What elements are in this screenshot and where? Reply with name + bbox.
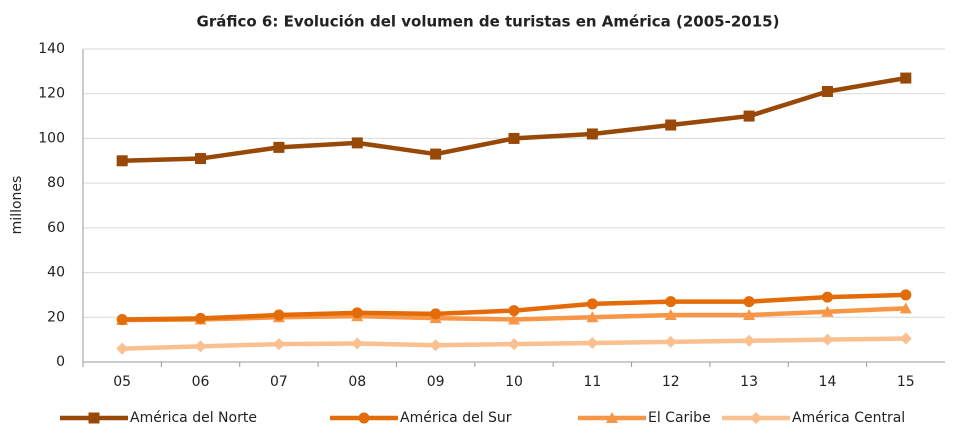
- point: [116, 155, 128, 167]
- point: [821, 305, 834, 317]
- point: [664, 335, 677, 348]
- x-tick-label: 10: [505, 374, 523, 390]
- legend-label: El Caribe: [648, 410, 711, 426]
- legend-marker: [750, 412, 762, 424]
- point: [743, 110, 755, 122]
- point: [821, 333, 834, 346]
- x-tick-label: 07: [270, 374, 288, 390]
- series-line: [122, 75, 907, 164]
- point: [664, 309, 677, 321]
- chart-title: Gráfico 6: Evolución del volumen de turi…: [197, 13, 780, 31]
- point: [586, 298, 598, 310]
- x-tick-label: 15: [897, 374, 915, 390]
- point: [743, 296, 755, 308]
- point: [665, 296, 677, 308]
- y-tick-label: 100: [38, 130, 65, 146]
- y-tick-label: 60: [47, 220, 65, 236]
- x-tick-label: 05: [113, 374, 131, 390]
- point: [116, 314, 128, 326]
- point: [273, 141, 285, 153]
- y-tick-label: 20: [47, 309, 65, 325]
- y-axis-label: millones: [9, 176, 25, 235]
- point: [821, 291, 833, 303]
- legend-label: América del Sur: [400, 410, 512, 426]
- x-tick-label: 08: [348, 374, 366, 390]
- point: [821, 85, 833, 97]
- point: [743, 334, 756, 347]
- x-tick-label: 11: [583, 374, 601, 390]
- y-tick-label: 40: [47, 265, 65, 281]
- legend-marker: [358, 412, 370, 424]
- x-tick-label: 09: [427, 374, 445, 390]
- y-tick-label: 140: [38, 41, 65, 57]
- x-tick-label: 12: [662, 374, 680, 390]
- point: [351, 307, 363, 319]
- point: [743, 309, 756, 321]
- point: [899, 332, 912, 345]
- legend-marker: [606, 412, 618, 423]
- x-tick-label: 13: [740, 374, 758, 390]
- point: [665, 119, 677, 131]
- point: [351, 137, 363, 149]
- point: [430, 148, 442, 160]
- point: [508, 305, 520, 317]
- point: [900, 72, 912, 84]
- point: [508, 132, 520, 144]
- point: [195, 153, 207, 165]
- point: [586, 336, 599, 349]
- point: [351, 337, 364, 350]
- point: [508, 313, 520, 325]
- y-tick-label: 120: [38, 86, 65, 102]
- point: [508, 338, 520, 351]
- x-tick-label: 14: [819, 374, 837, 390]
- point: [900, 289, 912, 301]
- point: [272, 338, 285, 351]
- point: [586, 128, 598, 140]
- legend-label: América Central: [792, 410, 905, 426]
- point: [116, 342, 129, 355]
- point: [194, 340, 207, 353]
- y-tick-label: 80: [47, 175, 65, 191]
- point: [586, 311, 599, 323]
- y-tick-label: 0: [56, 354, 65, 370]
- point: [430, 308, 442, 320]
- x-tick-label: 06: [192, 374, 210, 390]
- legend-label: América del Norte: [130, 410, 257, 426]
- point: [899, 302, 912, 314]
- point: [195, 312, 207, 324]
- point: [273, 309, 285, 321]
- point: [429, 339, 442, 352]
- legend-marker: [88, 412, 100, 424]
